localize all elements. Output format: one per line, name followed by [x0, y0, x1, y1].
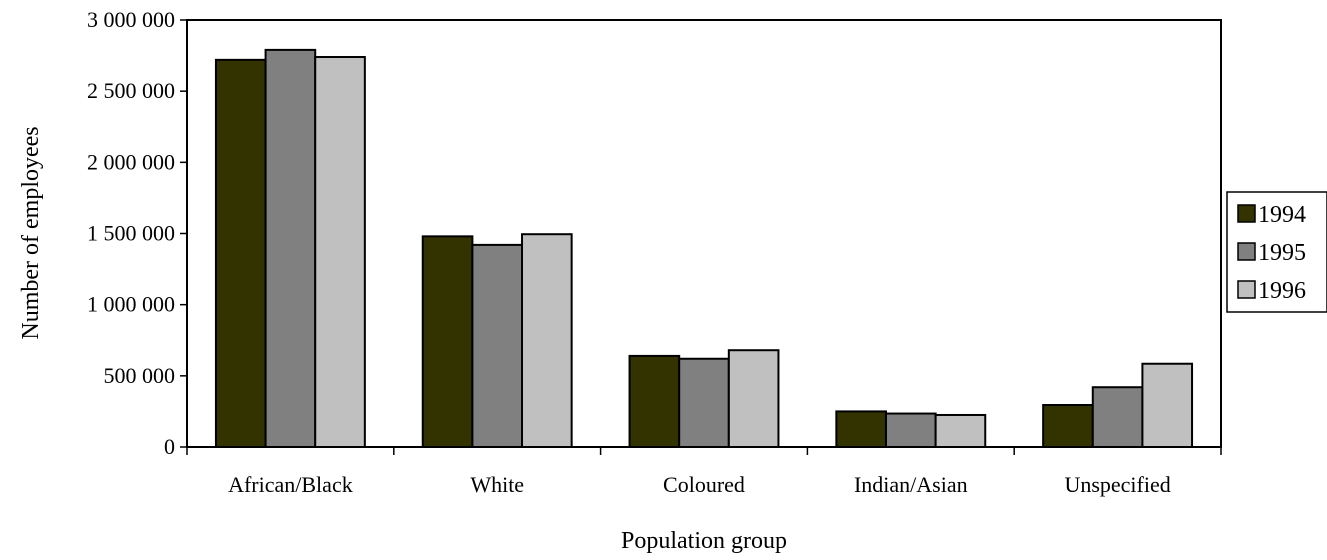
- x-axis-title: Population group: [621, 528, 787, 554]
- bar-1996-african-black: [314, 56, 366, 449]
- bar-1994-unspecified: [1042, 404, 1094, 448]
- bar-1995-indian-asian: [884, 412, 937, 448]
- bar-1996-white: [521, 233, 573, 448]
- legend-items: 1994 1995 1996: [1237, 202, 1306, 304]
- x-tick-label: Coloured: [663, 472, 745, 497]
- legend-label-1996: 1996: [1258, 278, 1306, 304]
- bars-group: [214, 48, 1194, 449]
- legend-label-1995: 1995: [1258, 240, 1306, 266]
- legend: 1994 1995 1996: [1226, 191, 1327, 313]
- bar-1994-coloured: [628, 354, 681, 449]
- y-tick-label: 0: [164, 434, 175, 459]
- bar-1995-african-black: [264, 48, 317, 448]
- y-tick-label: 1 000 000: [87, 292, 175, 317]
- bar-1995-coloured: [678, 357, 730, 448]
- bar-1995-white: [471, 243, 524, 448]
- y-tick-label: 1 500 000: [87, 221, 175, 246]
- y-axis-title: Number of employees: [18, 126, 44, 339]
- bar-1996-unspecified: [1141, 362, 1194, 448]
- x-axis: African/Black White Coloured Indian/Asian Un…: [186, 447, 1222, 497]
- bar-1994-indian-asian: [835, 410, 887, 448]
- bar-1996-indian-asian: [934, 413, 987, 449]
- y-tick-label: 2 500 000: [87, 78, 175, 103]
- x-tick-label: Unspecified: [1064, 472, 1170, 497]
- x-tick-label: White: [470, 472, 524, 497]
- y-tick-label: 2 000 000: [87, 149, 175, 174]
- bar-1995-unspecified: [1091, 386, 1144, 448]
- y-tick-label: 500 000: [104, 363, 176, 388]
- bar-1996-coloured: [727, 349, 780, 449]
- y-axis: 0 500 000 1 000 000 1 500 000 2 000 000 2 500…: [87, 7, 187, 459]
- legend-swatch-1996: [1237, 280, 1256, 299]
- bar-1994-white: [421, 235, 474, 448]
- legend-label-1994: 1994: [1258, 202, 1306, 228]
- bar-1994-african-black: [214, 58, 267, 448]
- y-tick-label: 3 000 000: [87, 7, 175, 32]
- legend-swatch-1994: [1237, 204, 1256, 223]
- x-tick-label: African/Black: [228, 472, 353, 497]
- legend-swatch-1995: [1237, 242, 1256, 261]
- x-tick-label: Indian/Asian: [854, 472, 968, 497]
